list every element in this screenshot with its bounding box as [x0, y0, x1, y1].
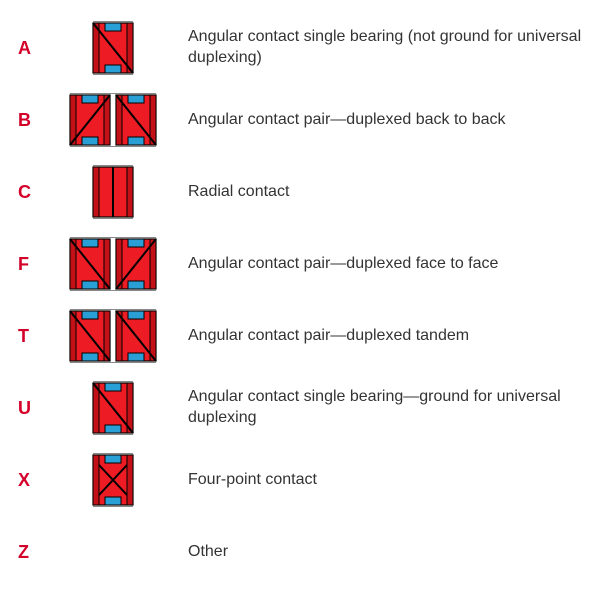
row-X: X Four-point contact — [18, 450, 582, 510]
icon-C — [58, 165, 168, 219]
bearing-icon-four-point — [91, 453, 135, 507]
icon-U — [58, 381, 168, 435]
bearing-icon-pair-back-to-back — [68, 93, 158, 147]
icon-T — [58, 309, 168, 363]
row-F: F — [18, 234, 582, 294]
code-C: C — [18, 182, 58, 203]
code-U: U — [18, 398, 58, 419]
bearing-icon-pair-tandem — [68, 309, 158, 363]
desc-Z: Other — [168, 542, 582, 563]
icon-X — [58, 453, 168, 507]
code-B: B — [18, 110, 58, 131]
desc-X: Four-point contact — [168, 470, 582, 491]
code-T: T — [18, 326, 58, 347]
code-Z: Z — [18, 542, 58, 563]
bearing-legend: A Angular contact single bearing (not gr… — [0, 0, 600, 612]
row-Z: Z Other — [18, 522, 582, 582]
bearing-icon-single-universal — [91, 381, 135, 435]
code-X: X — [18, 470, 58, 491]
desc-F: Angular contact pair—duplexed face to fa… — [168, 254, 582, 275]
desc-B: Angular contact pair—duplexed back to ba… — [168, 110, 582, 131]
row-A: A Angular contact single bearing (not gr… — [18, 18, 582, 78]
row-U: U Angular contact single bearing—ground … — [18, 378, 582, 438]
desc-U: Angular contact single bearing—ground fo… — [168, 387, 582, 429]
bearing-icon-pair-face-to-face — [68, 237, 158, 291]
icon-B — [58, 93, 168, 147]
icon-A — [58, 21, 168, 75]
code-F: F — [18, 254, 58, 275]
bearing-icon-radial — [91, 165, 135, 219]
row-C: C Radial contact — [18, 162, 582, 222]
code-A: A — [18, 38, 58, 59]
desc-A: Angular contact single bearing (not grou… — [168, 27, 582, 69]
row-T: T — [18, 306, 582, 366]
row-B: B — [18, 90, 582, 150]
desc-C: Radial contact — [168, 182, 582, 203]
icon-F — [58, 237, 168, 291]
desc-T: Angular contact pair—duplexed tandem — [168, 326, 582, 347]
bearing-icon-single-angular — [91, 21, 135, 75]
